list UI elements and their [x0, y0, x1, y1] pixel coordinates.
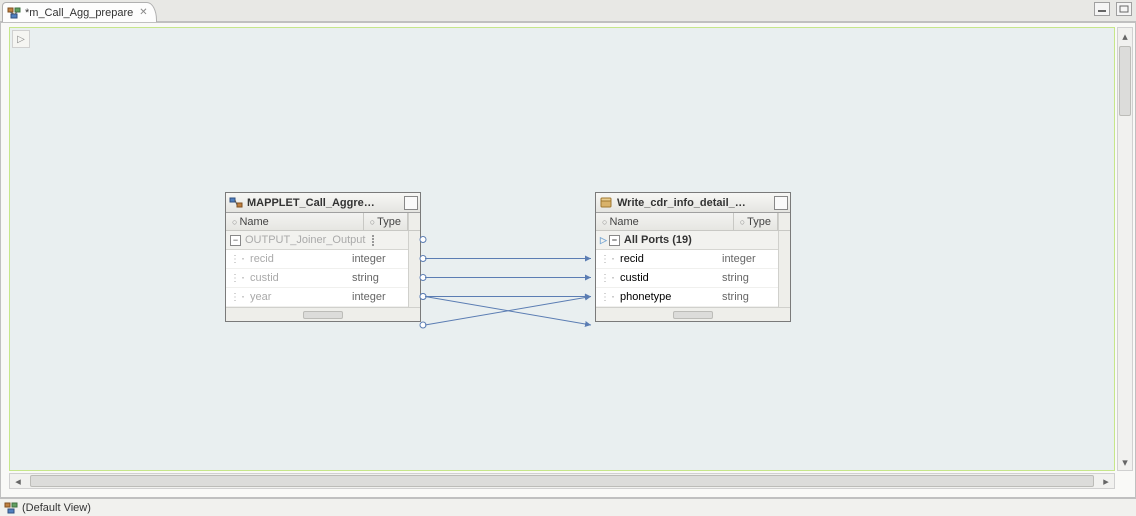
column-name-header: Name — [239, 216, 268, 228]
node-title: MAPPLET_Call_Aggre… — [247, 197, 404, 209]
port-type: integer — [352, 291, 408, 303]
drag-handle-icon[interactable] — [367, 235, 379, 246]
column-name-header: Name — [609, 216, 638, 228]
editor-tab-bar: *m_Call_Agg_prepare ✕ — [0, 0, 1136, 22]
port-row[interactable]: ⋮· recid integer — [226, 250, 408, 269]
editor-tab-title: *m_Call_Agg_prepare — [25, 7, 133, 19]
node-horizontal-scrollbar[interactable] — [226, 307, 420, 321]
scroll-left-icon[interactable]: ◂ — [10, 474, 26, 488]
mapping-icon — [7, 6, 21, 20]
node-title: Write_cdr_info_detail_… — [617, 197, 774, 209]
minimize-button[interactable] — [1094, 2, 1110, 16]
link-overlay — [10, 28, 1114, 470]
node-column-header: ○Name ○Type — [226, 213, 420, 231]
port-name: custid — [618, 272, 722, 284]
view-icon — [4, 501, 18, 515]
status-bar: (Default View) — [0, 498, 1136, 516]
target-node[interactable]: Write_cdr_info_detail_… ○Name ○Type ▷ − … — [595, 192, 791, 322]
node-title-bar[interactable]: Write_cdr_info_detail_… — [596, 193, 790, 213]
port-group-label: All Ports (19) — [624, 234, 692, 246]
collapse-icon[interactable]: − — [609, 235, 620, 246]
column-type-header: Type — [747, 216, 771, 228]
mapplet-icon — [228, 195, 244, 211]
play-marker-icon: ▷ — [600, 235, 607, 246]
node-title-bar[interactable]: MAPPLET_Call_Aggre… — [226, 193, 420, 213]
scroll-thumb[interactable] — [1119, 46, 1131, 116]
editor-vertical-scrollbar[interactable]: ▴ ▾ — [1117, 27, 1133, 471]
tab-bar-controls — [1094, 2, 1132, 16]
node-vertical-scrollbar[interactable] — [408, 231, 420, 307]
editor-outer: ▷ MAPPLET_Call_Aggre… ○Name ○Type − — [0, 22, 1136, 498]
node-column-header: ○Name ○Type — [596, 213, 790, 231]
maximize-button[interactable] — [1116, 2, 1132, 16]
port-group-row[interactable]: ▷ − All Ports (19) — [596, 231, 778, 250]
scroll-up-icon[interactable]: ▴ — [1118, 28, 1132, 44]
port-name: recid — [618, 253, 722, 265]
port-row[interactable]: ⋮· custid string — [596, 269, 778, 288]
port-type: string — [352, 272, 408, 284]
port-row[interactable]: ⋮· custid string — [226, 269, 408, 288]
scroll-down-icon[interactable]: ▾ — [1118, 454, 1132, 470]
editor-horizontal-scrollbar[interactable]: ◂ ▸ — [9, 473, 1115, 489]
column-type-header: Type — [377, 216, 401, 228]
node-vertical-scrollbar[interactable] — [778, 231, 790, 307]
status-view-label: (Default View) — [22, 502, 91, 514]
tab-close-icon[interactable]: ✕ — [139, 7, 147, 18]
collapse-icon[interactable]: − — [230, 235, 241, 246]
port-type: integer — [722, 253, 778, 265]
port-name: year — [248, 291, 352, 303]
canvas-expand-icon[interactable]: ▷ — [12, 30, 30, 48]
node-horizontal-scrollbar[interactable] — [596, 307, 790, 321]
port-name: recid — [248, 253, 352, 265]
port-row[interactable]: ⋮· recid integer — [596, 250, 778, 269]
port-type: string — [722, 272, 778, 284]
port-row[interactable]: ⋮· year integer — [226, 288, 408, 307]
node-vertical-scrollbar[interactable] — [408, 213, 420, 230]
port-type: integer — [352, 253, 408, 265]
port-group-row[interactable]: − OUTPUT_Joiner_Output — [226, 231, 408, 250]
port-type: string — [722, 291, 778, 303]
editor-tab[interactable]: *m_Call_Agg_prepare ✕ — [2, 2, 157, 22]
mapping-canvas[interactable]: ▷ MAPPLET_Call_Aggre… ○Name ○Type − — [9, 27, 1115, 471]
port-name: phonetype — [618, 291, 722, 303]
mapplet-node[interactable]: MAPPLET_Call_Aggre… ○Name ○Type − OUTPUT… — [225, 192, 421, 322]
scroll-thumb[interactable] — [30, 475, 1094, 487]
port-group-label: OUTPUT_Joiner_Output — [245, 234, 365, 246]
scroll-right-icon[interactable]: ▸ — [1098, 474, 1114, 488]
target-icon — [598, 195, 614, 211]
node-window-icon[interactable] — [404, 196, 418, 210]
port-row[interactable]: ⋮· phonetype string — [596, 288, 778, 307]
node-vertical-scrollbar[interactable] — [778, 213, 790, 230]
node-window-icon[interactable] — [774, 196, 788, 210]
port-name: custid — [248, 272, 352, 284]
